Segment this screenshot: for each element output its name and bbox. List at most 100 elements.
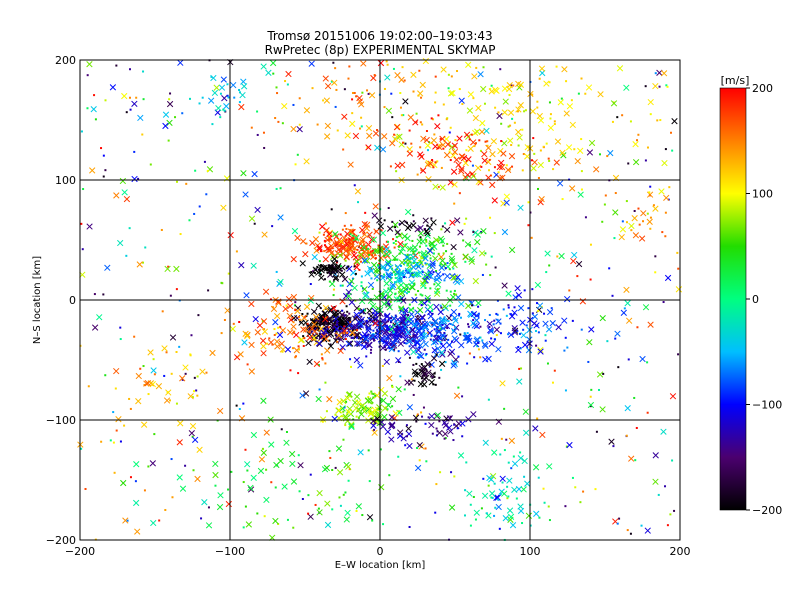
data-point <box>320 316 323 319</box>
data-point-cross <box>367 281 375 289</box>
data-point-cross <box>487 328 495 335</box>
data-point <box>360 125 363 128</box>
data-point <box>330 239 333 242</box>
data-point <box>511 165 514 168</box>
data-point <box>542 145 545 148</box>
data-point <box>408 525 411 528</box>
data-point <box>353 184 356 187</box>
data-point-cross <box>414 339 421 347</box>
data-point <box>238 408 241 411</box>
data-point-cross <box>240 170 247 177</box>
data-point-cross <box>433 303 440 311</box>
data-point-cross <box>361 257 368 264</box>
data-point <box>466 362 469 365</box>
data-point-cross <box>632 141 639 148</box>
data-point <box>417 290 420 293</box>
data-point <box>397 455 400 458</box>
data-point-cross <box>450 308 458 316</box>
data-point <box>677 267 680 270</box>
data-point-cross <box>393 124 401 131</box>
data-point-cross <box>166 119 173 126</box>
data-point-cross <box>279 327 287 334</box>
data-point-cross <box>406 337 414 345</box>
data-point-cross <box>447 428 454 435</box>
data-point-cross <box>464 241 472 248</box>
data-point <box>553 369 556 372</box>
data-point-cross <box>254 206 261 214</box>
data-point-cross <box>344 417 351 425</box>
data-point <box>453 292 456 295</box>
data-point-cross <box>230 81 237 89</box>
data-point-cross <box>389 395 397 403</box>
data-point-cross <box>164 265 171 273</box>
data-point <box>307 512 310 515</box>
data-point <box>327 248 330 251</box>
data-point <box>235 404 238 407</box>
data-point <box>414 344 417 347</box>
colorbar-tick-label: 0 <box>752 293 759 306</box>
data-point <box>379 399 382 402</box>
data-point-cross <box>360 343 368 350</box>
data-point <box>359 325 362 328</box>
data-point-cross <box>442 430 449 438</box>
data-point <box>493 232 496 235</box>
data-point-cross <box>482 342 489 350</box>
data-point-cross <box>315 395 322 403</box>
data-point <box>142 261 145 264</box>
data-point <box>222 108 225 111</box>
data-point <box>279 187 282 190</box>
data-point <box>318 269 321 272</box>
data-point <box>361 91 364 94</box>
data-point <box>584 92 587 95</box>
data-point <box>191 435 194 438</box>
data-point <box>301 313 304 316</box>
data-point-cross <box>418 352 425 360</box>
data-point <box>445 250 448 253</box>
data-point <box>456 70 459 73</box>
data-point-cross <box>372 267 379 275</box>
data-point <box>480 165 483 168</box>
data-point <box>443 437 446 440</box>
data-point-cross <box>454 217 461 224</box>
data-point-cross <box>404 315 412 322</box>
data-point-cross <box>351 323 358 330</box>
data-point-cross <box>427 303 434 311</box>
data-point <box>355 510 358 513</box>
data-point <box>384 267 387 270</box>
data-point <box>461 103 464 106</box>
data-point-cross <box>507 137 514 144</box>
data-point <box>642 220 645 223</box>
data-point-cross <box>336 469 344 476</box>
data-point-cross <box>272 517 279 525</box>
data-point <box>636 139 639 142</box>
data-point <box>404 243 407 246</box>
data-point <box>345 305 348 308</box>
data-point-cross <box>86 61 93 68</box>
data-point <box>334 332 337 335</box>
data-point <box>432 166 435 169</box>
data-point-cross <box>316 244 323 251</box>
data-point <box>171 496 174 499</box>
data-point-cross <box>149 380 156 388</box>
data-point <box>434 383 437 386</box>
data-point-cross <box>386 293 393 300</box>
data-point <box>175 288 178 291</box>
data-point <box>143 489 146 492</box>
data-point <box>134 480 137 483</box>
data-point <box>211 123 214 126</box>
data-point <box>233 96 236 99</box>
data-point <box>275 86 278 89</box>
data-point-cross <box>439 141 447 149</box>
data-point-cross <box>173 265 180 273</box>
data-point <box>548 101 551 104</box>
data-point-cross <box>646 218 653 225</box>
data-point <box>493 166 496 169</box>
data-point <box>580 328 583 331</box>
data-point-cross <box>337 252 344 259</box>
data-point <box>330 208 333 211</box>
data-point <box>537 177 540 180</box>
data-point <box>435 330 438 333</box>
data-point <box>427 263 430 266</box>
data-point-cross <box>465 302 472 310</box>
data-point <box>517 346 520 349</box>
